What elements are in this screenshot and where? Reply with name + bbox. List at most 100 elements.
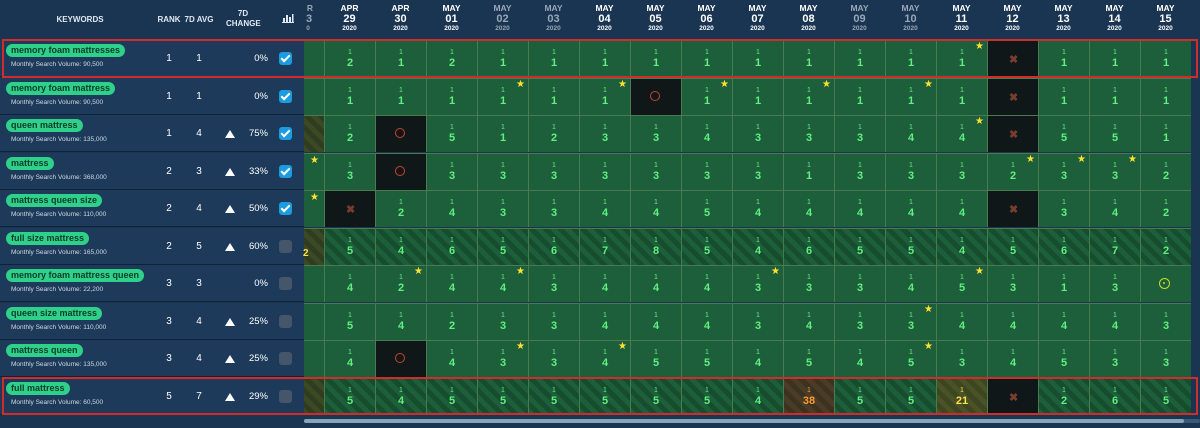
rank-cell[interactable] [304, 77, 324, 115]
chart-toggle-checkbox[interactable] [279, 164, 292, 178]
rank-cell[interactable]: 2 [303, 227, 324, 265]
keyword-row[interactable]: memory foam mattress Monthly Search Volum… [0, 77, 304, 115]
chart-toggle-checkbox[interactable] [279, 239, 292, 253]
keyword-tag[interactable]: memory foam mattress [6, 81, 116, 95]
keyword-tag[interactable]: mattress queen [6, 344, 83, 357]
rank-cell[interactable] [304, 40, 324, 77]
rank-cell[interactable]: 1 3 ★ [885, 302, 936, 340]
keyword-tag[interactable]: full size mattress [6, 231, 90, 245]
rank-cell[interactable]: ✖ [987, 40, 1038, 77]
rank-cell[interactable]: ✖ [987, 377, 1038, 415]
rank-column-header[interactable]: RANK [157, 15, 181, 24]
rank-cell[interactable] [1140, 265, 1191, 302]
keyword-row[interactable]: full mattress Monthly Search Volume: 60,5… [0, 377, 304, 415]
rank-cell[interactable]: 1 4 ★ [579, 340, 630, 377]
keyword-tag[interactable]: mattress queen size [6, 194, 103, 207]
rank-cell[interactable] [304, 377, 324, 415]
rank-cell[interactable]: ✖ [987, 115, 1038, 152]
rank-cell[interactable] [375, 115, 426, 152]
keyword-tag[interactable]: mattress [6, 156, 54, 170]
keyword-row[interactable]: memory foam mattress queen Monthly Search… [0, 265, 304, 302]
rank-cell[interactable]: 1 3 ★ [732, 265, 783, 302]
rank-cell[interactable]: 1 5 ★ [885, 340, 936, 377]
keyword-tag[interactable]: queen mattress [6, 119, 83, 132]
rank-cell[interactable]: 1 1 ★ [885, 77, 936, 115]
keyword-tag[interactable]: memory foam mattress queen [6, 269, 145, 282]
scrollbar-thumb[interactable] [304, 419, 1184, 423]
rank-cell[interactable] [304, 302, 324, 340]
rank-cell[interactable]: 1 5 ★ [936, 265, 987, 302]
keyword-row[interactable]: memory foam mattresses Monthly Search Vol… [0, 40, 304, 77]
rank-cell[interactable]: 1 3 ★ [1038, 152, 1089, 190]
rank-cell[interactable]: 1 1 ★ [936, 40, 987, 77]
rank-cell[interactable]: 1 21 [936, 377, 987, 415]
keyword-row[interactable]: queen mattress Monthly Search Volume: 135… [0, 115, 304, 152]
keyword-tag[interactable]: queen size mattress [6, 306, 103, 320]
chart-toggle-checkbox[interactable] [279, 352, 292, 365]
chart-toggle-checkbox[interactable] [279, 277, 292, 290]
rank-cell[interactable]: ★ [304, 152, 324, 190]
